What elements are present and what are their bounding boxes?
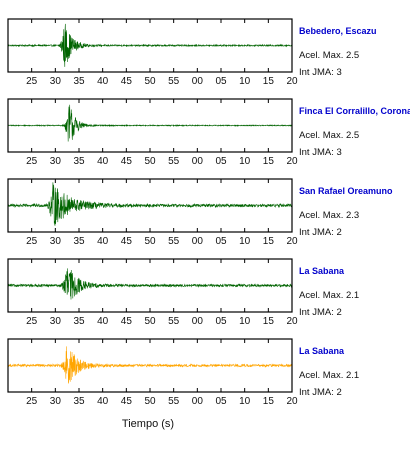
waveform-line: [7, 346, 293, 384]
x-tick-label: 25: [26, 236, 38, 247]
station-name: La Sabana: [299, 346, 345, 356]
x-tick-label: 05: [215, 156, 227, 167]
x-tick-label: 05: [215, 236, 227, 247]
x-tick-label: 35: [73, 316, 85, 327]
x-tick-label: 50: [144, 396, 156, 407]
x-tick-label: 00: [192, 76, 204, 87]
trace-panel-4: 25 30 35 40 45 50 55 00 05 10 15 20 La Sabana Acel. M…: [7, 258, 359, 327]
x-tick-label: 55: [168, 316, 180, 327]
x-tick-label: 15: [263, 236, 275, 247]
x-tick-label: 05: [215, 396, 227, 407]
waveform-line: [7, 23, 293, 67]
x-tick-label: 45: [121, 316, 133, 327]
x-tick-label: 25: [26, 316, 38, 327]
x-tick-label: 30: [50, 236, 62, 247]
x-tick-label: 25: [26, 156, 38, 167]
x-tick-label: 35: [73, 76, 85, 87]
x-tick-label: 10: [239, 396, 251, 407]
x-tick-label: 35: [73, 236, 85, 247]
waveform-line: [7, 268, 293, 300]
waveform-line: [7, 104, 293, 142]
x-tick-label: 40: [97, 236, 109, 247]
x-tick-label: 40: [97, 76, 109, 87]
x-tick-label: 00: [192, 156, 204, 167]
trace-panel-5: 25 30 35 40 45 50 55 00 05 10 15 20 La Sabana Acel. M…: [7, 338, 359, 407]
x-tick-label: 30: [50, 316, 62, 327]
accel-max-label: Acel. Max. 2.1: [299, 290, 359, 301]
x-tick-label: 40: [97, 396, 109, 407]
station-name: Bebedero, Escazu: [299, 26, 377, 36]
x-tick-label: 50: [144, 156, 156, 167]
station-name: San Rafael Oreamuno: [299, 186, 393, 196]
x-tick-label: 10: [239, 76, 251, 87]
jma-intensity-label: Int JMA: 2: [299, 227, 342, 238]
x-tick-label: 25: [26, 396, 38, 407]
x-tick-label: 55: [168, 156, 180, 167]
jma-intensity-label: Int JMA: 2: [299, 307, 342, 318]
accel-max-label: Acel. Max. 2.3: [299, 210, 359, 221]
x-tick-label: 55: [168, 76, 180, 87]
x-tick-label: 55: [168, 396, 180, 407]
x-tick-label: 00: [192, 316, 204, 327]
station-name: Finca El Corralillo, Coronado: [299, 106, 410, 116]
x-tick-label: 50: [144, 236, 156, 247]
trace-panel-1: 25 30 35 40 45 50 55 00 05 10 15 20 Bebedero, Escazu…: [7, 18, 377, 87]
jma-intensity-label: Int JMA: 2: [299, 387, 342, 398]
accel-max-label: Acel. Max. 2.1: [299, 370, 359, 381]
x-tick-label: 40: [97, 156, 109, 167]
trace-panel-2: 25 30 35 40 45 50 55 00 05 10 15 20 Finca El Corrali…: [7, 98, 410, 167]
x-tick-label: 20: [286, 76, 298, 87]
x-tick-label: 30: [50, 76, 62, 87]
x-tick-label: 30: [50, 156, 62, 167]
x-tick-label: 20: [286, 156, 298, 167]
x-tick-label: 10: [239, 316, 251, 327]
x-tick-label: 05: [215, 76, 227, 87]
accel-max-label: Acel. Max. 2.5: [299, 50, 359, 61]
x-tick-label: 15: [263, 76, 275, 87]
x-tick-label: 05: [215, 316, 227, 327]
x-tick-label: 25: [26, 76, 38, 87]
x-tick-label: 00: [192, 236, 204, 247]
x-tick-label: 50: [144, 76, 156, 87]
jma-intensity-label: Int JMA: 3: [299, 147, 342, 158]
x-tick-label: 00: [192, 396, 204, 407]
x-tick-label: 15: [263, 316, 275, 327]
waveform-line: [7, 182, 293, 226]
x-tick-label: 20: [286, 236, 298, 247]
x-tick-label: 20: [286, 396, 298, 407]
x-tick-label: 15: [263, 156, 275, 167]
x-tick-label: 55: [168, 236, 180, 247]
x-tick-label: 10: [239, 156, 251, 167]
trace-panel-3: 25 30 35 40 45 50 55 00 05 10 15 20 San Rafael Oream…: [7, 178, 393, 247]
x-tick-label: 40: [97, 316, 109, 327]
x-tick-label: 35: [73, 396, 85, 407]
x-tick-label: 50: [144, 316, 156, 327]
accel-max-label: Acel. Max. 2.5: [299, 130, 359, 141]
x-tick-label: 35: [73, 156, 85, 167]
x-tick-label: 30: [50, 396, 62, 407]
x-tick-label: 45: [121, 76, 133, 87]
station-name: La Sabana: [299, 266, 345, 276]
x-tick-label: 10: [239, 236, 251, 247]
x-tick-label: 45: [121, 156, 133, 167]
x-tick-label: 20: [286, 316, 298, 327]
x-tick-label: 45: [121, 396, 133, 407]
x-axis-label: Tiempo (s): [122, 418, 174, 430]
x-tick-label: 15: [263, 396, 275, 407]
jma-intensity-label: Int JMA: 3: [299, 67, 342, 78]
x-tick-label: 45: [121, 236, 133, 247]
